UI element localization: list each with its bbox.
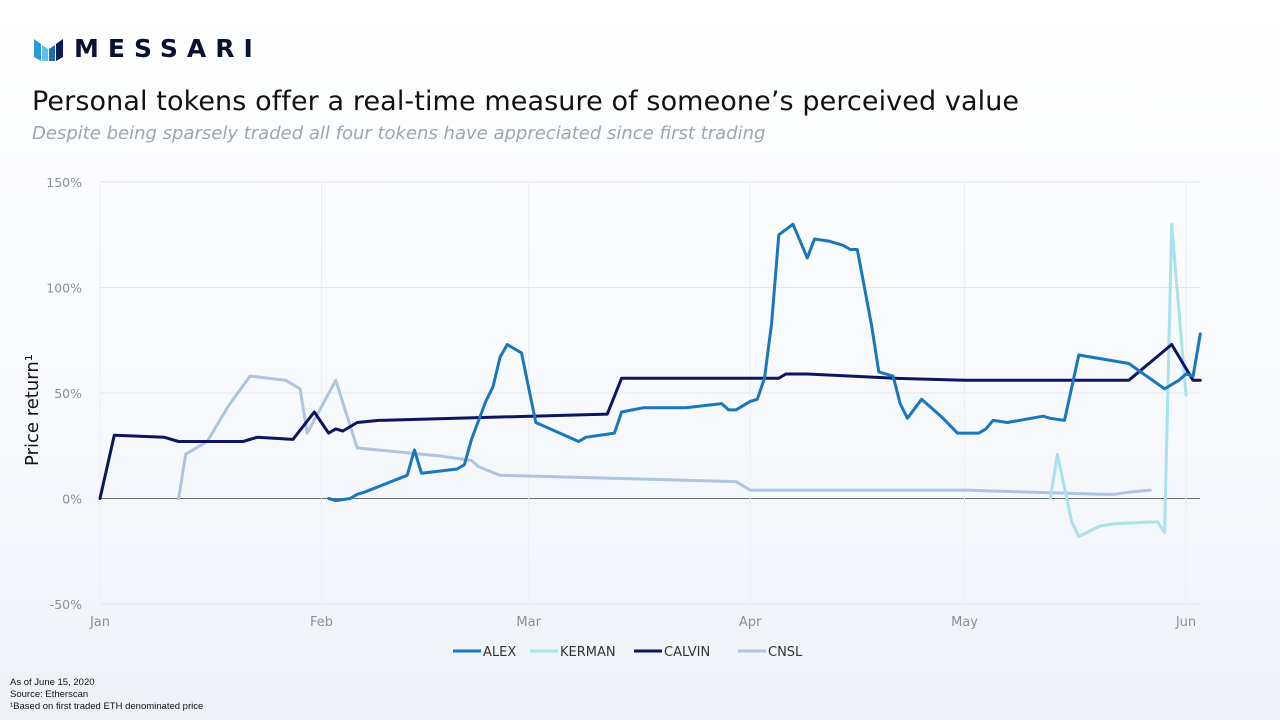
footnote-source: Source: Etherscan bbox=[10, 689, 89, 700]
x-tick-label: Feb bbox=[310, 615, 333, 630]
y-tick-label: 100% bbox=[46, 281, 82, 296]
series-line-cnsl bbox=[177, 374, 1152, 500]
chart-subtitle: Despite being sparsely traded all four t… bbox=[32, 123, 766, 144]
footnote-note: ¹Based on first traded ETH denominated p… bbox=[10, 701, 204, 712]
legend-label-alex: ALEX bbox=[483, 645, 516, 660]
x-tick-label: Mar bbox=[516, 615, 541, 630]
y-tick-label: 50% bbox=[54, 386, 82, 401]
messari-logo: MESSARI bbox=[34, 33, 262, 63]
x-tick-label: Jun bbox=[1175, 615, 1196, 630]
series-line-alex bbox=[327, 222, 1202, 503]
chart-title: Personal tokens offer a real-time measur… bbox=[32, 86, 1020, 117]
series-lines bbox=[98, 222, 1202, 538]
footnote-as-of: As of June 15, 2020 bbox=[10, 677, 95, 688]
legend-label-cnsl: CNSL bbox=[768, 645, 803, 660]
messari-logo-mark-icon bbox=[34, 39, 63, 61]
legend: ALEX KERMAN CALVIN CNSL bbox=[453, 645, 803, 660]
y-tick-label: 0% bbox=[62, 492, 82, 507]
x-tick-label: Jan bbox=[89, 615, 110, 630]
legend-label-calvin: CALVIN bbox=[664, 645, 710, 660]
y-tick-label: -50% bbox=[50, 597, 82, 612]
x-tick-label: May bbox=[951, 615, 978, 630]
series-line-kerman bbox=[1048, 222, 1188, 538]
grid-lines bbox=[99, 181, 1200, 605]
footnotes: As of June 15, 2020 Source: Etherscan ¹B… bbox=[10, 677, 203, 713]
series-line-calvin bbox=[98, 343, 1202, 500]
x-tick-label: Apr bbox=[739, 615, 762, 630]
axis-tick-labels: 150% 100% 50% 0% -50% Jan Feb Mar Apr May Jun bbox=[46, 175, 1196, 630]
y-axis-label: Price return¹ bbox=[22, 354, 43, 466]
brand-name: MESSARI bbox=[74, 33, 262, 63]
y-tick-label: 150% bbox=[46, 175, 82, 190]
legend-label-kerman: KERMAN bbox=[560, 645, 616, 660]
